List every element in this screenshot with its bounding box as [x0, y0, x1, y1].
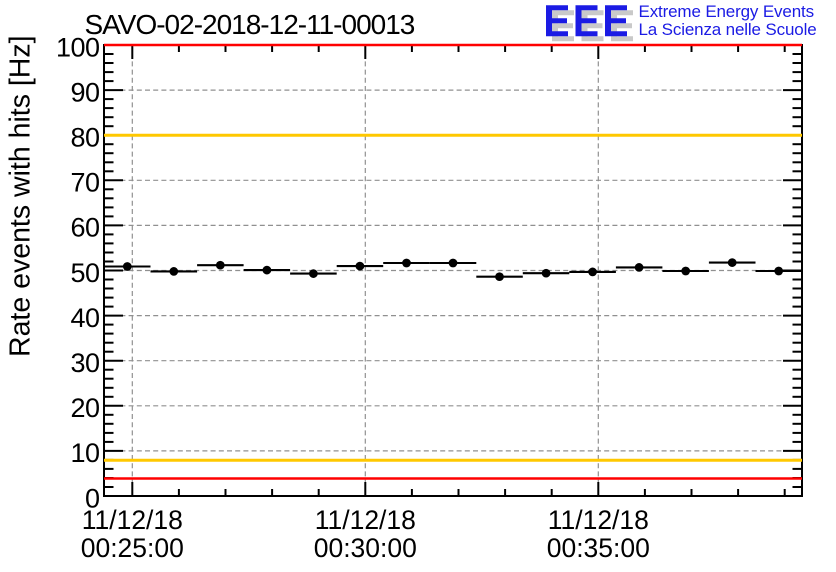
svg-text:30: 30	[70, 348, 99, 378]
svg-text:70: 70	[70, 168, 99, 198]
svg-text:Rate events with hits [Hz]: Rate events with hits [Hz]	[5, 35, 37, 357]
svg-text:SAVO-02-2018-12-11-00013: SAVO-02-2018-12-11-00013	[85, 9, 415, 40]
svg-text:11/12/18: 11/12/18	[82, 505, 183, 535]
svg-text:90: 90	[70, 77, 99, 107]
svg-text:11/12/18: 11/12/18	[548, 505, 649, 535]
svg-text:80: 80	[70, 123, 99, 153]
svg-text:La Scienza nelle Scuole: La Scienza nelle Scuole	[639, 20, 817, 39]
svg-text:60: 60	[70, 213, 99, 243]
svg-text:20: 20	[70, 393, 99, 423]
svg-text:Extreme Energy Events: Extreme Energy Events	[639, 2, 814, 21]
svg-text:50: 50	[70, 258, 99, 288]
svg-text:00:30:00: 00:30:00	[314, 533, 417, 563]
svg-text:100: 100	[56, 32, 100, 62]
svg-text:11/12/18: 11/12/18	[315, 505, 416, 535]
svg-text:10: 10	[70, 438, 99, 468]
svg-text:0: 0	[85, 483, 100, 513]
svg-text:40: 40	[70, 303, 99, 333]
svg-text:00:25:00: 00:25:00	[81, 533, 184, 563]
svg-text:00:35:00: 00:35:00	[547, 533, 650, 563]
